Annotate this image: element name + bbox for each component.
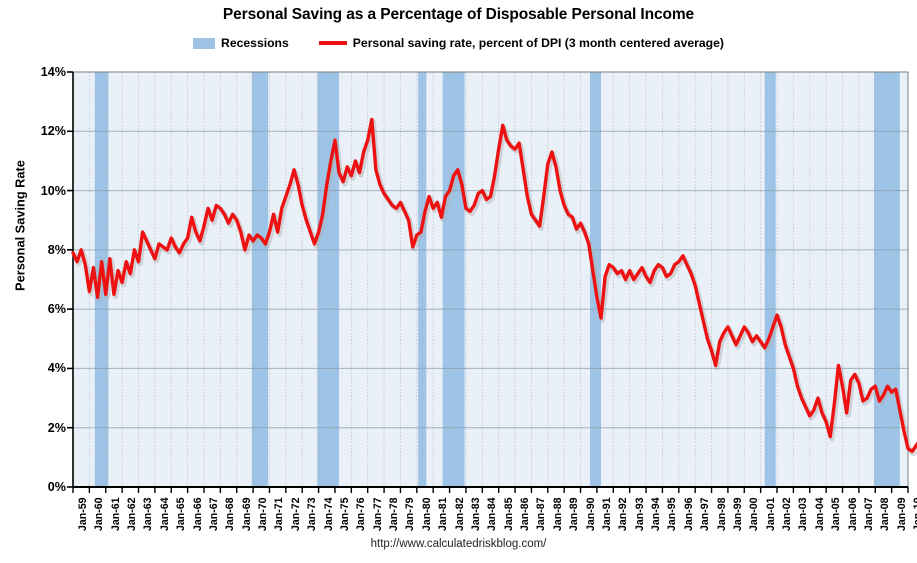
x-tick-label: Jan-79 — [404, 497, 417, 531]
x-tick-label: Jan-99 — [731, 497, 744, 531]
x-tick-label: Jan-90 — [584, 497, 597, 531]
x-tick-label: Jan-91 — [600, 497, 613, 531]
x-tick-label: Jan-07 — [862, 497, 875, 531]
legend-label-recessions: Recessions — [221, 36, 289, 50]
x-tick-label: Jan-62 — [126, 497, 139, 531]
legend-item-recessions: Recessions — [193, 36, 289, 50]
x-tick-label: Jan-96 — [682, 497, 695, 531]
y-tick-label: 0% — [47, 480, 66, 494]
x-tick-label: Jan-78 — [388, 497, 401, 531]
chart-title: Personal Saving as a Percentage of Dispo… — [222, 6, 695, 23]
x-tick-label: Jan-93 — [633, 497, 646, 531]
x-tick-label: Jan-08 — [879, 497, 892, 531]
x-tick-label: Jan-92 — [617, 497, 630, 531]
y-tick-label: 2% — [47, 420, 66, 435]
x-tick-label: Jan-81 — [437, 497, 450, 531]
x-tick-label: Jan-98 — [715, 497, 728, 531]
source-url: http://www.calculatedriskblog.com/ — [370, 538, 547, 550]
x-tick-label: Jan-95 — [666, 497, 679, 531]
legend-item-saving-rate: Personal saving rate, percent of DPI (3 … — [318, 36, 724, 50]
x-tick-label: Jan-82 — [453, 497, 466, 531]
x-tick-label: Jan-05 — [830, 497, 843, 531]
y-tick-label: 6% — [47, 302, 66, 317]
x-tick-label: Jan-66 — [191, 497, 204, 531]
x-tick-label: Jan-83 — [469, 497, 482, 531]
y-axis-tick-labels: 0% 2% 4% 6% 8% 10% 12% 14% — [16, 0, 66, 563]
x-tick-label: Jan-03 — [797, 497, 810, 531]
legend-label-saving-rate: Personal saving rate, percent of DPI (3 … — [352, 36, 724, 50]
x-tick-label: Jan-06 — [846, 497, 859, 531]
x-tick-label: Jan-00 — [748, 497, 761, 531]
x-tick-label: Jan-86 — [519, 497, 532, 531]
x-tick-label: Jan-94 — [650, 497, 663, 531]
x-tick-label: Jan-67 — [207, 497, 220, 531]
x-tick-label: Jan-09 — [895, 497, 908, 531]
x-tick-label: Jan-69 — [240, 497, 253, 531]
y-tick-label: 4% — [47, 361, 66, 376]
x-tick-label: Jan-85 — [502, 497, 515, 531]
x-tick-label: Jan-63 — [142, 497, 155, 531]
x-tick-label: Jan-70 — [257, 497, 270, 531]
y-tick-label: 14% — [40, 65, 66, 79]
x-tick-label: Jan-76 — [355, 497, 368, 531]
x-tick-label: Jan-74 — [322, 497, 335, 531]
x-tick-label: Jan-87 — [535, 497, 548, 531]
recession-swatch-icon — [193, 37, 216, 49]
y-tick-label: 8% — [47, 242, 66, 257]
x-tick-label: Jan-88 — [551, 497, 564, 531]
x-tick-label: Jan-73 — [306, 497, 319, 531]
x-tick-label: Jan-10 — [912, 497, 917, 531]
y-tick-label: 10% — [40, 183, 66, 198]
x-tick-label: Jan-75 — [338, 497, 351, 531]
x-tick-label: Jan-68 — [224, 497, 237, 531]
x-tick-label: Jan-97 — [699, 497, 712, 531]
x-tick-label: Jan-04 — [813, 497, 826, 531]
x-tick-label: Jan-77 — [371, 497, 384, 531]
x-tick-label: Jan-89 — [568, 497, 581, 531]
x-tick-label: Jan-60 — [93, 497, 106, 531]
x-tick-label: Jan-80 — [420, 497, 433, 531]
x-tick-label: Jan-71 — [273, 497, 286, 531]
x-tick-label: Jan-64 — [158, 497, 171, 531]
x-tick-label: Jan-01 — [764, 497, 777, 531]
x-tick-label: Jan-84 — [486, 497, 499, 531]
x-tick-label: Jan-02 — [781, 497, 794, 531]
y-tick-label: 12% — [40, 124, 66, 139]
x-tick-label: Jan-72 — [289, 497, 302, 531]
x-tick-label: Jan-59 — [77, 497, 89, 531]
x-tick-label: Jan-61 — [109, 497, 122, 531]
line-swatch-icon — [318, 41, 347, 45]
chart-legend: Recessions Personal saving rate, percent… — [0, 36, 917, 50]
x-tick-label: Jan-65 — [175, 497, 188, 531]
